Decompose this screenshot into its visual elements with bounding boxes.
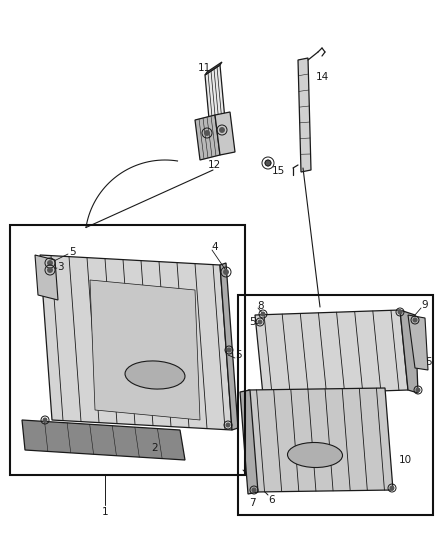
Polygon shape xyxy=(408,315,428,370)
Polygon shape xyxy=(195,115,220,160)
Polygon shape xyxy=(90,280,200,420)
Text: 1: 1 xyxy=(102,507,108,517)
Circle shape xyxy=(258,320,262,324)
Polygon shape xyxy=(205,65,225,130)
Polygon shape xyxy=(220,263,238,430)
Circle shape xyxy=(205,131,209,135)
Circle shape xyxy=(265,160,271,166)
Text: 8: 8 xyxy=(258,301,264,311)
Text: 11: 11 xyxy=(198,63,211,73)
Circle shape xyxy=(416,388,420,392)
Text: 5: 5 xyxy=(250,317,256,327)
Polygon shape xyxy=(215,112,235,155)
Text: 3: 3 xyxy=(57,262,64,272)
Polygon shape xyxy=(248,388,393,492)
Text: 12: 12 xyxy=(207,160,221,170)
Polygon shape xyxy=(205,62,222,75)
Polygon shape xyxy=(40,255,232,430)
Text: 9: 9 xyxy=(422,300,428,310)
Ellipse shape xyxy=(287,442,343,467)
Text: 10: 10 xyxy=(399,455,412,465)
Polygon shape xyxy=(35,255,58,300)
Text: 4: 4 xyxy=(212,242,218,252)
Circle shape xyxy=(398,310,402,314)
Text: 5: 5 xyxy=(69,247,75,257)
Text: 15: 15 xyxy=(272,166,285,176)
Text: 6: 6 xyxy=(268,495,276,505)
Circle shape xyxy=(261,312,265,316)
Text: 7: 7 xyxy=(249,498,255,508)
Circle shape xyxy=(220,128,224,132)
Circle shape xyxy=(413,318,417,322)
Circle shape xyxy=(43,418,47,422)
Circle shape xyxy=(224,270,228,274)
Polygon shape xyxy=(22,420,185,460)
Circle shape xyxy=(48,268,52,272)
Circle shape xyxy=(48,261,52,265)
Bar xyxy=(10,225,245,475)
Bar xyxy=(238,295,433,515)
Text: 5: 5 xyxy=(235,350,241,360)
Polygon shape xyxy=(400,310,418,393)
Polygon shape xyxy=(240,390,258,494)
Circle shape xyxy=(252,488,256,492)
Circle shape xyxy=(390,486,394,490)
Text: 10: 10 xyxy=(42,277,55,287)
Polygon shape xyxy=(298,58,311,172)
Text: 2: 2 xyxy=(152,443,158,453)
Polygon shape xyxy=(255,310,408,395)
Circle shape xyxy=(226,423,230,427)
Circle shape xyxy=(267,161,269,164)
Text: 5: 5 xyxy=(425,357,431,367)
Circle shape xyxy=(227,348,231,352)
Ellipse shape xyxy=(125,361,185,389)
Text: 14: 14 xyxy=(315,72,328,82)
